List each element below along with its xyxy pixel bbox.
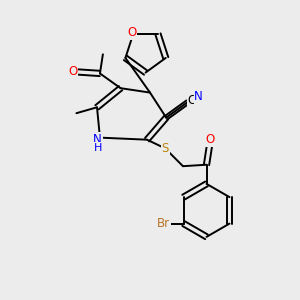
Text: C: C xyxy=(187,94,195,107)
Text: O: O xyxy=(206,133,215,146)
Text: H: H xyxy=(93,143,102,153)
Text: N: N xyxy=(194,91,203,103)
Text: O: O xyxy=(68,65,77,78)
Text: N: N xyxy=(93,133,102,146)
Text: S: S xyxy=(162,142,169,155)
Text: O: O xyxy=(127,26,136,39)
Text: Br: Br xyxy=(157,217,170,230)
